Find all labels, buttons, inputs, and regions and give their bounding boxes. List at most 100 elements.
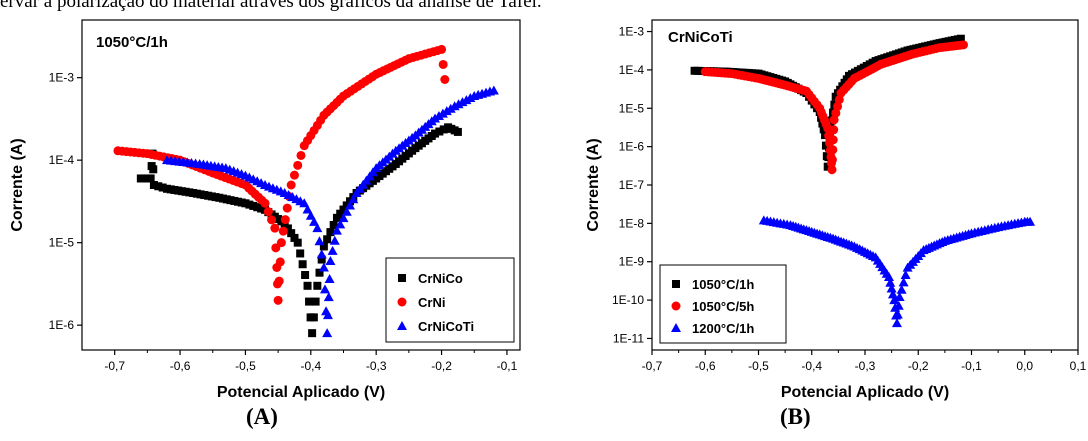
data-point [894,292,905,302]
data-point [453,127,462,136]
data-point [885,277,896,287]
data-point [883,271,894,281]
legend-box [385,257,515,343]
data-point [293,238,302,247]
data-point [322,310,333,320]
data-point [301,271,310,280]
legend-marker [671,323,681,332]
legend-marker [397,297,407,307]
x-tick-label: -0,1 [961,359,982,373]
data-point [319,284,330,294]
x-tick-label: -0,3 [855,359,876,373]
data-point [325,255,336,265]
data-point [891,318,902,328]
data-point [896,284,907,294]
series-0 [136,123,462,338]
plot-frame [81,19,521,351]
legend-marker [672,280,680,288]
legend-marker [671,301,681,311]
data-point [286,180,296,190]
data-point [348,194,359,204]
x-tick-label: -0,7 [642,359,663,373]
data-point [829,125,839,135]
data-point [309,313,318,322]
data-point [315,268,324,277]
y-tick-label: 1E-9 [619,255,645,269]
data-point [314,236,325,246]
data-point [319,242,328,251]
data-point [332,213,341,222]
data-point [299,198,310,208]
legend-label: 1200°C/1h [692,321,754,336]
data-point [293,160,303,170]
y-tick-label: 1E-4 [49,153,75,167]
data-point [331,225,342,235]
x-tick-label: -0,5 [748,359,769,373]
data-point [892,309,903,319]
y-tick-label: 1E-11 [613,331,644,345]
data-point [296,150,306,160]
data-point [289,170,299,180]
data-point [149,181,158,189]
data-point [345,200,356,210]
data-point [435,127,444,136]
data-point [886,283,897,293]
data-point [326,228,335,237]
legend-label: 1050°C/5h [692,299,754,314]
x-tick-label: -0,6 [695,359,716,373]
x-tick-label: -0,6 [170,359,191,373]
data-point [263,207,273,217]
data-point [323,292,334,302]
x-tick-label: 0,1 [1070,359,1087,373]
y-axis-label: Corrente (A) [9,138,26,231]
x-tick-label: -0,1 [497,359,518,373]
y-tick-label: 1E-4 [619,63,645,77]
x-tick-label: -0,4 [801,359,822,373]
data-point [303,281,312,290]
data-point [439,125,448,134]
data-point [437,44,447,54]
data-point [828,135,838,145]
data-point [438,59,448,69]
data-point [296,249,305,258]
data-point [298,260,307,269]
legend-marker [397,321,407,330]
data-point [322,328,333,338]
data-point [283,224,292,233]
data-point [274,276,284,286]
data-point [336,209,345,218]
y-tick-label: 1E-10 [612,293,644,307]
data-point [270,223,280,233]
data-point [329,220,338,229]
data-point [430,113,441,123]
data-point [317,255,326,264]
data-point [488,85,499,95]
page-header-text: ervar a polarização do material através … [0,0,542,12]
data-point [441,106,452,116]
data-point [898,277,909,287]
x-tick-label: -0,2 [431,359,452,373]
data-point [900,270,911,280]
data-point [956,34,965,43]
data-point [335,219,346,229]
chart-panel-0: -0,7 -0,6 -0,5 -0,4 -0,3 -0,2 -0,1 1E-6 1E-5 1E-4… [9,19,521,401]
x-tick-label: 0,0 [1016,359,1033,373]
y-tick-label: 1E-3 [49,71,75,85]
panel-caption-a: (A) [246,404,278,429]
data-point [341,206,352,216]
x-tick-label: -0,7 [104,359,125,373]
data-point [154,182,163,191]
data-point [959,40,969,50]
panel-caption-b: (B) [780,404,811,429]
x-tick-label: -0,5 [235,359,256,373]
data-point [329,235,340,245]
data-point [338,213,349,223]
legend-label: CrNiCoTi [418,319,474,334]
data-point [280,215,290,225]
data-point [275,257,285,267]
series-2 [758,215,1036,328]
data-point [290,233,299,242]
data-point [158,183,167,192]
data-point [433,111,444,121]
data-point [889,295,900,305]
